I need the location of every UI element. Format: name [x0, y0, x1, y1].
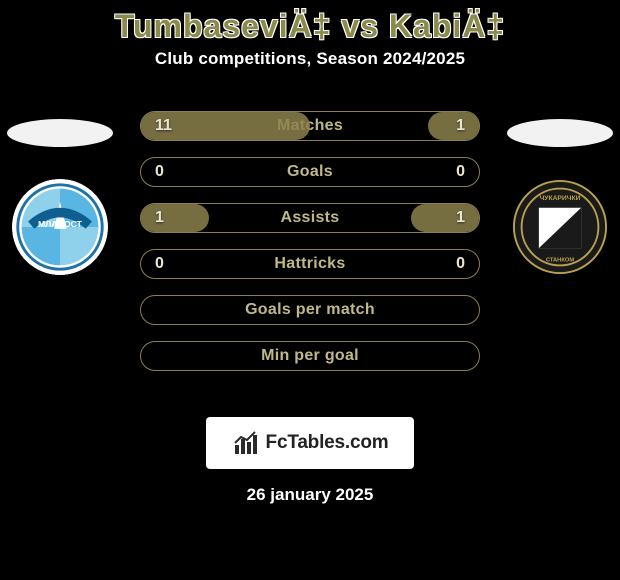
stat-row-mpg: Min per goal	[140, 341, 480, 371]
player-slot-right: ЧУКАРИЧКИ СТАНКОМ	[500, 101, 620, 401]
stat-label: Hattricks	[274, 255, 345, 273]
stat-fill-right	[428, 112, 479, 140]
svg-text:СТАНКОМ: СТАНКОМ	[546, 258, 574, 264]
stat-row-goals: 0 Goals 0	[140, 157, 480, 187]
stat-label: Assists	[280, 209, 339, 227]
stat-fill-right	[411, 204, 479, 232]
stats-column: 11 Matches 1 0 Goals 0 1 Assists 1 0 Hat…	[140, 111, 480, 387]
club-badge-right: ЧУКАРИЧКИ СТАНКОМ	[512, 179, 608, 275]
stat-value-left: 1	[155, 209, 164, 227]
stat-row-gpm: Goals per match	[140, 295, 480, 325]
stat-label: Goals per match	[245, 301, 375, 319]
date-line: 26 january 2025	[0, 485, 620, 505]
club-badge-left: МЛАДОСТ	[12, 179, 108, 275]
stat-label: Goals	[287, 163, 333, 181]
stat-row-matches: 11 Matches 1	[140, 111, 480, 141]
stat-value-right: 0	[456, 255, 465, 273]
brand-text: FcTables.com	[266, 432, 389, 454]
stat-value-left: 0	[155, 255, 164, 273]
player-slot-left: МЛАДОСТ	[0, 101, 120, 401]
brand-chip[interactable]: FcTables.com	[206, 417, 414, 469]
stat-value-right: 1	[456, 209, 465, 227]
page-title: TumbaseviÄ‡ vs KabiÄ‡	[0, 0, 620, 49]
stat-label: Min per goal	[261, 347, 359, 365]
stat-value-right: 0	[456, 163, 465, 181]
stat-value-left: 11	[155, 117, 172, 135]
subtitle: Club competitions, Season 2024/2025	[0, 49, 620, 69]
stat-value-right: 1	[456, 117, 465, 135]
comparison-arena: МЛАДОСТ ЧУКАРИЧКИ СТАНКОМ 11 Matches	[0, 101, 620, 401]
brand-icon	[232, 429, 260, 457]
stat-row-hattricks: 0 Hattricks 0	[140, 249, 480, 279]
svg-text:ЧУКАРИЧКИ: ЧУКАРИЧКИ	[540, 195, 581, 202]
player-shadow	[507, 119, 613, 147]
stat-row-assists: 1 Assists 1	[140, 203, 480, 233]
stat-value-left: 0	[155, 163, 164, 181]
player-shadow	[7, 119, 113, 147]
svg-text:МЛАДОСТ: МЛАДОСТ	[38, 219, 83, 229]
stat-fill-left	[141, 204, 209, 232]
